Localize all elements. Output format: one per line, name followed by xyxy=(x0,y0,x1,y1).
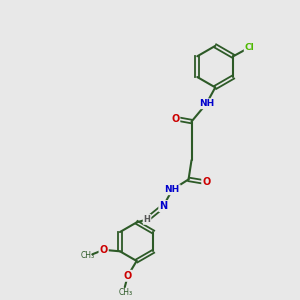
Text: O: O xyxy=(202,177,211,187)
Text: H: H xyxy=(144,215,151,224)
Text: NH: NH xyxy=(165,185,180,194)
Text: N: N xyxy=(159,201,167,211)
Text: O: O xyxy=(171,114,179,124)
Text: CH₃: CH₃ xyxy=(118,289,132,298)
Text: NH: NH xyxy=(199,99,214,108)
Text: O: O xyxy=(100,245,108,255)
Text: Cl: Cl xyxy=(245,43,254,52)
Text: O: O xyxy=(124,271,132,281)
Text: CH₃: CH₃ xyxy=(80,251,94,260)
